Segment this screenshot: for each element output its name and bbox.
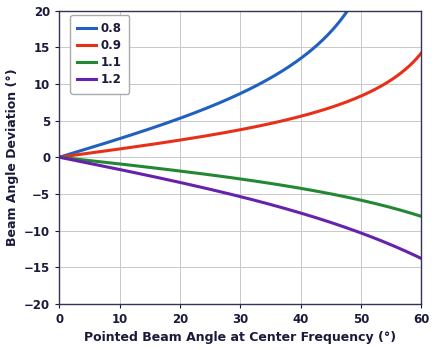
- Legend: 0.8, 0.9, 1.1, 1.2: 0.8, 0.9, 1.1, 1.2: [70, 15, 129, 93]
- Line: 1.2: 1.2: [59, 157, 420, 258]
- 0.8: [57, 155, 62, 159]
- 1.2: [338, 224, 343, 228]
- 1.1: [345, 195, 350, 199]
- 1.2: [93, 163, 99, 167]
- 0.9: [418, 51, 423, 55]
- 1.1: [57, 155, 62, 159]
- X-axis label: Pointed Beam Angle at Center Frequency (°): Pointed Beam Angle at Center Frequency (…: [84, 331, 395, 344]
- 0.8: [338, 17, 343, 21]
- 0.8: [216, 101, 221, 105]
- Text: f₀: f₀: [73, 57, 85, 70]
- 1.2: [418, 256, 423, 260]
- 0.9: [305, 112, 310, 117]
- 0.9: [345, 99, 350, 104]
- 1.2: [216, 189, 221, 194]
- 1.1: [203, 172, 208, 176]
- Y-axis label: Beam Angle Deviation (°): Beam Angle Deviation (°): [6, 68, 19, 246]
- 1.1: [216, 174, 221, 178]
- 0.8: [93, 144, 99, 148]
- 1.1: [338, 194, 343, 198]
- 0.9: [93, 150, 99, 154]
- 1.2: [57, 155, 62, 159]
- 0.9: [216, 132, 221, 136]
- Line: 0.9: 0.9: [59, 53, 420, 157]
- 1.1: [305, 188, 310, 192]
- 0.9: [203, 134, 208, 138]
- 1.2: [203, 186, 208, 190]
- 1.2: [345, 226, 350, 230]
- 0.9: [338, 102, 343, 106]
- 1.1: [93, 159, 99, 163]
- Line: 0.8: 0.8: [59, 0, 420, 157]
- Line: 1.1: 1.1: [59, 157, 420, 216]
- 1.1: [418, 214, 423, 218]
- 0.9: [57, 155, 62, 159]
- 1.2: [305, 213, 310, 217]
- 0.8: [203, 106, 208, 111]
- 0.8: [305, 51, 310, 55]
- 0.8: [345, 8, 350, 12]
- Text: f: f: [76, 28, 82, 41]
